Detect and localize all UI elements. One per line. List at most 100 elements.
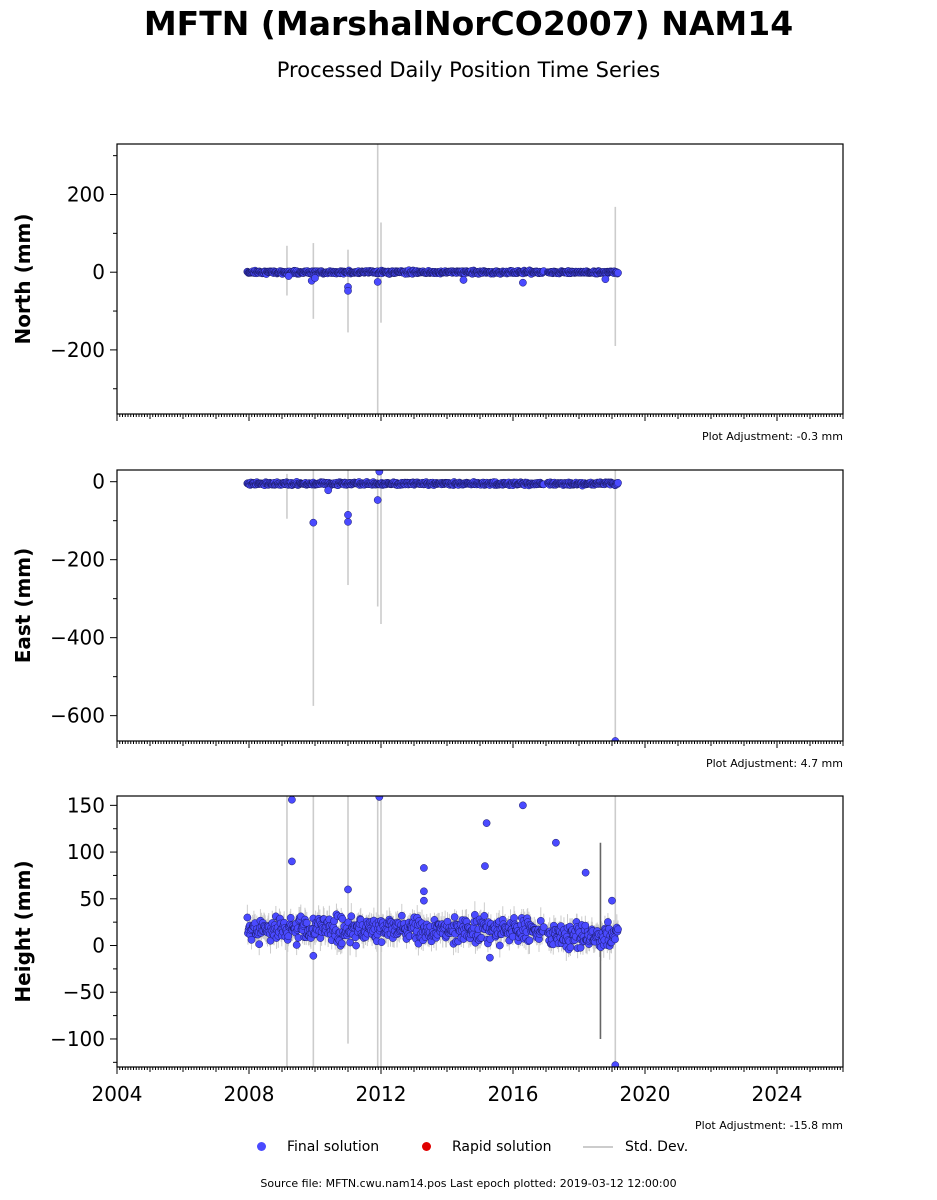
- x-tick-label: 2004: [92, 1082, 143, 1106]
- final-solution-outlier: [601, 275, 610, 284]
- final-solution-point: [611, 935, 619, 944]
- final-solution-outlier: [375, 470, 384, 476]
- final-solution-outlier: [309, 518, 318, 527]
- y-tick-label: −200: [50, 548, 105, 572]
- final-solution-outlier: [420, 887, 428, 896]
- plot-area: [243, 796, 622, 1067]
- final-solution-outlier: [482, 819, 491, 827]
- final-solution-point: [377, 938, 386, 946]
- final-solution-outlier: [611, 1061, 620, 1067]
- final-solution-outlier: [519, 278, 527, 287]
- final-solution-label: Final solution: [287, 1139, 380, 1155]
- final-solution-point: [397, 911, 406, 920]
- x-tick-label: 2020: [620, 1082, 671, 1106]
- north-panel: −200 0 200 North (mm) Plot Adjustment: -0.3 …: [11, 143, 844, 443]
- final-solution-outlier: [344, 286, 352, 295]
- final-solution-point: [338, 915, 347, 923]
- final-solution-point: [536, 917, 545, 925]
- final-solution-outlier: [581, 868, 590, 877]
- plot-area: [243, 470, 622, 741]
- final-solution-point: [243, 913, 252, 922]
- axes-frame: [116, 143, 844, 415]
- final-solution-outlier: [373, 278, 382, 286]
- final-solution-point: [346, 938, 354, 947]
- x-tick-label: 2024: [752, 1082, 803, 1106]
- final-solution-point: [302, 918, 311, 927]
- plot-adjustment-note: Plot Adjustment: -15.8 mm: [695, 1119, 843, 1132]
- final-solution-point: [247, 935, 256, 944]
- final-solution-point: [284, 932, 293, 941]
- final-solution-point: [525, 936, 534, 945]
- plot-adjustment-note: Plot Adjustment: -0.3 mm: [702, 430, 843, 443]
- final-solution-outlier: [459, 276, 468, 284]
- final-solution-outlier: [608, 896, 616, 905]
- final-solution-outlier: [324, 486, 333, 495]
- east-panel: −600 −400 −200 0 East (mm) Plot Adjustment: 4…: [11, 469, 844, 770]
- final-solution-outlier: [373, 496, 382, 504]
- final-solution-outlier: [519, 801, 527, 810]
- y-tick-label: 0: [92, 470, 105, 494]
- final-solution-point: [347, 912, 356, 921]
- final-solution-point: [255, 940, 264, 949]
- final-solution-point: [292, 941, 301, 949]
- y-axis-label: North (mm): [11, 213, 35, 344]
- rapid-solution-marker: [422, 1142, 431, 1151]
- final-solution-outlier: [344, 510, 352, 519]
- final-solution-point: [614, 268, 622, 277]
- y-axis-label: East (mm): [11, 548, 35, 664]
- final-solution-outlier: [288, 796, 296, 804]
- final-solution-outlier: [375, 796, 384, 801]
- source-file-note: Source file: MFTN.cwu.nam14.pos Last epo…: [260, 1177, 677, 1190]
- y-axis-label: Height (mm): [11, 860, 35, 1002]
- chart-title: MFTN (MarshalNorCO2007) NAM14: [143, 4, 794, 43]
- final-solution-outlier: [284, 272, 293, 280]
- final-solution-outlier: [288, 857, 296, 866]
- final-solution-outlier: [420, 864, 428, 872]
- height-panel: −100 −50 0 50 100 150 2004 2008 2012 2016 2020 2024…: [11, 793, 844, 1132]
- std-dev-label: Std. Dev.: [625, 1139, 689, 1155]
- final-solution-point: [450, 913, 459, 921]
- y-tick-label: 50: [80, 887, 105, 911]
- plot-area: [243, 144, 622, 414]
- y-tick-label: −100: [50, 1027, 105, 1051]
- x-tick-label: 2012: [356, 1082, 407, 1106]
- final-solution-outlier: [344, 518, 352, 526]
- final-solution-point: [286, 913, 295, 922]
- final-solution-marker: [257, 1142, 266, 1151]
- final-solution-point: [614, 925, 622, 934]
- final-solution-outlier: [486, 953, 494, 962]
- final-solution-point: [614, 478, 622, 487]
- final-solution-outlier: [311, 274, 319, 282]
- final-solution-point: [566, 943, 575, 952]
- final-solution-point: [510, 914, 518, 922]
- final-solution-outlier: [611, 737, 620, 741]
- plot-adjustment-note: Plot Adjustment: 4.7 mm: [706, 757, 843, 770]
- y-tick-label: 200: [67, 183, 105, 207]
- axes-frame: [116, 469, 844, 742]
- chart-subtitle: Processed Daily Position Time Series: [276, 58, 661, 82]
- final-solution-point: [316, 934, 325, 942]
- final-solution-outlier: [420, 896, 428, 905]
- final-solution-point: [480, 911, 489, 920]
- final-solution-outlier: [481, 862, 489, 870]
- final-solution-outlier: [552, 838, 560, 847]
- final-solution-point: [352, 941, 360, 950]
- x-tick-label: 2008: [224, 1082, 275, 1106]
- final-solution-outlier: [344, 885, 352, 894]
- y-tick-label: −200: [50, 338, 105, 362]
- std-dev-marker: [583, 1146, 613, 1148]
- rapid-solution-label: Rapid solution: [452, 1139, 552, 1155]
- y-tick-label: −600: [50, 704, 105, 728]
- final-solution-point: [337, 939, 346, 948]
- final-solution-point: [604, 918, 612, 926]
- x-tick-label: 2016: [488, 1082, 539, 1106]
- y-tick-label: −50: [63, 980, 105, 1004]
- y-tick-label: 150: [67, 793, 105, 817]
- legend: Final solution Rapid solution Std. Dev.: [0, 1137, 937, 1157]
- final-solution-outlier: [309, 951, 318, 960]
- final-solution-point: [539, 923, 548, 931]
- final-solution-point: [495, 941, 504, 950]
- y-tick-label: 100: [67, 840, 105, 864]
- y-tick-label: 0: [92, 934, 105, 958]
